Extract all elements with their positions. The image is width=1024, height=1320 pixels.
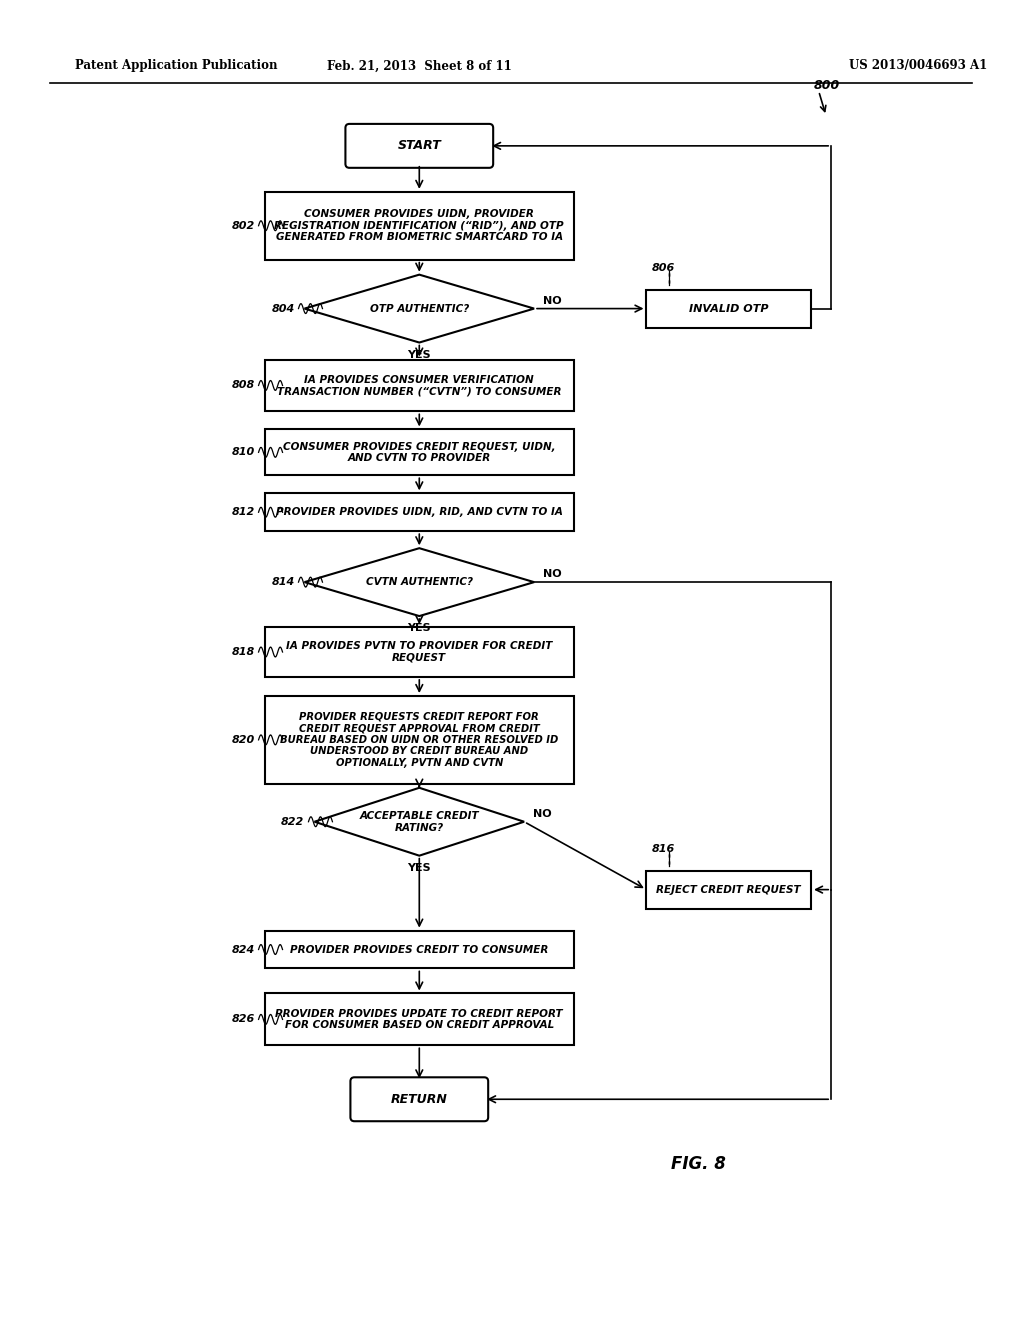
Text: OTP AUTHENTIC?: OTP AUTHENTIC? <box>370 304 469 314</box>
Text: INVALID OTP: INVALID OTP <box>689 304 769 314</box>
Text: IA PROVIDES PVTN TO PROVIDER FOR CREDIT
REQUEST: IA PROVIDES PVTN TO PROVIDER FOR CREDIT … <box>286 642 553 663</box>
Bar <box>646 289 811 327</box>
Polygon shape <box>314 788 524 855</box>
Bar <box>264 931 574 969</box>
Text: REJECT CREDIT REQUEST: REJECT CREDIT REQUEST <box>656 884 801 895</box>
Bar <box>646 871 811 908</box>
Text: NO: NO <box>543 296 561 306</box>
Bar <box>264 494 574 531</box>
FancyBboxPatch shape <box>345 124 494 168</box>
Text: 808: 808 <box>231 380 255 391</box>
Text: 810: 810 <box>231 447 255 457</box>
Text: 822: 822 <box>282 817 304 826</box>
Bar <box>264 696 574 784</box>
Text: 812: 812 <box>231 507 255 517</box>
Text: CONSUMER PROVIDES CREDIT REQUEST, UIDN,
AND CVTN TO PROVIDER: CONSUMER PROVIDES CREDIT REQUEST, UIDN, … <box>283 442 556 463</box>
Text: ACCEPTABLE CREDIT
RATING?: ACCEPTABLE CREDIT RATING? <box>359 810 479 833</box>
Text: PROVIDER PROVIDES UPDATE TO CREDIT REPORT
FOR CONSUMER BASED ON CREDIT APPROVAL: PROVIDER PROVIDES UPDATE TO CREDIT REPOR… <box>275 1008 563 1030</box>
Text: 804: 804 <box>271 304 295 314</box>
Text: 816: 816 <box>652 843 675 854</box>
Text: NO: NO <box>532 809 551 818</box>
Text: 806: 806 <box>652 263 675 273</box>
Text: 800: 800 <box>814 79 840 92</box>
Polygon shape <box>304 548 535 616</box>
Bar <box>264 994 574 1045</box>
Text: 814: 814 <box>271 577 295 587</box>
Text: YES: YES <box>408 863 431 873</box>
Text: 818: 818 <box>231 647 255 657</box>
Text: PROVIDER PROVIDES CREDIT TO CONSUMER: PROVIDER PROVIDES CREDIT TO CONSUMER <box>290 945 549 954</box>
Text: US 2013/0046693 A1: US 2013/0046693 A1 <box>849 59 987 73</box>
Text: IA PROVIDES CONSUMER VERIFICATION
TRANSACTION NUMBER (“CVTN”) TO CONSUMER: IA PROVIDES CONSUMER VERIFICATION TRANSA… <box>278 375 561 396</box>
Text: PROVIDER PROVIDES UIDN, RID, AND CVTN TO IA: PROVIDER PROVIDES UIDN, RID, AND CVTN TO… <box>275 507 563 517</box>
Bar <box>264 359 574 412</box>
Text: YES: YES <box>408 350 431 359</box>
Text: CVTN AUTHENTIC?: CVTN AUTHENTIC? <box>366 577 473 587</box>
Text: 820: 820 <box>231 735 255 744</box>
Bar <box>264 627 574 677</box>
Text: START: START <box>397 140 441 152</box>
Text: Patent Application Publication: Patent Application Publication <box>75 59 278 73</box>
Text: YES: YES <box>408 623 431 634</box>
Bar <box>264 191 574 260</box>
Text: NO: NO <box>543 569 561 579</box>
Text: RETURN: RETURN <box>391 1093 447 1106</box>
Text: CONSUMER PROVIDES UIDN, PROVIDER
REGISTRATION IDENTIFICATION (“RID”), AND OTP
GE: CONSUMER PROVIDES UIDN, PROVIDER REGISTR… <box>274 209 564 243</box>
Text: 802: 802 <box>231 220 255 231</box>
Text: 826: 826 <box>231 1014 255 1024</box>
Text: Feb. 21, 2013  Sheet 8 of 11: Feb. 21, 2013 Sheet 8 of 11 <box>327 59 512 73</box>
Polygon shape <box>304 275 535 342</box>
Text: FIG. 8: FIG. 8 <box>672 1155 726 1173</box>
FancyBboxPatch shape <box>350 1077 488 1121</box>
Text: PROVIDER REQUESTS CREDIT REPORT FOR
CREDIT REQUEST APPROVAL FROM CREDIT
BUREAU B: PROVIDER REQUESTS CREDIT REPORT FOR CRED… <box>281 711 558 768</box>
Text: 824: 824 <box>231 945 255 954</box>
Bar <box>264 429 574 475</box>
